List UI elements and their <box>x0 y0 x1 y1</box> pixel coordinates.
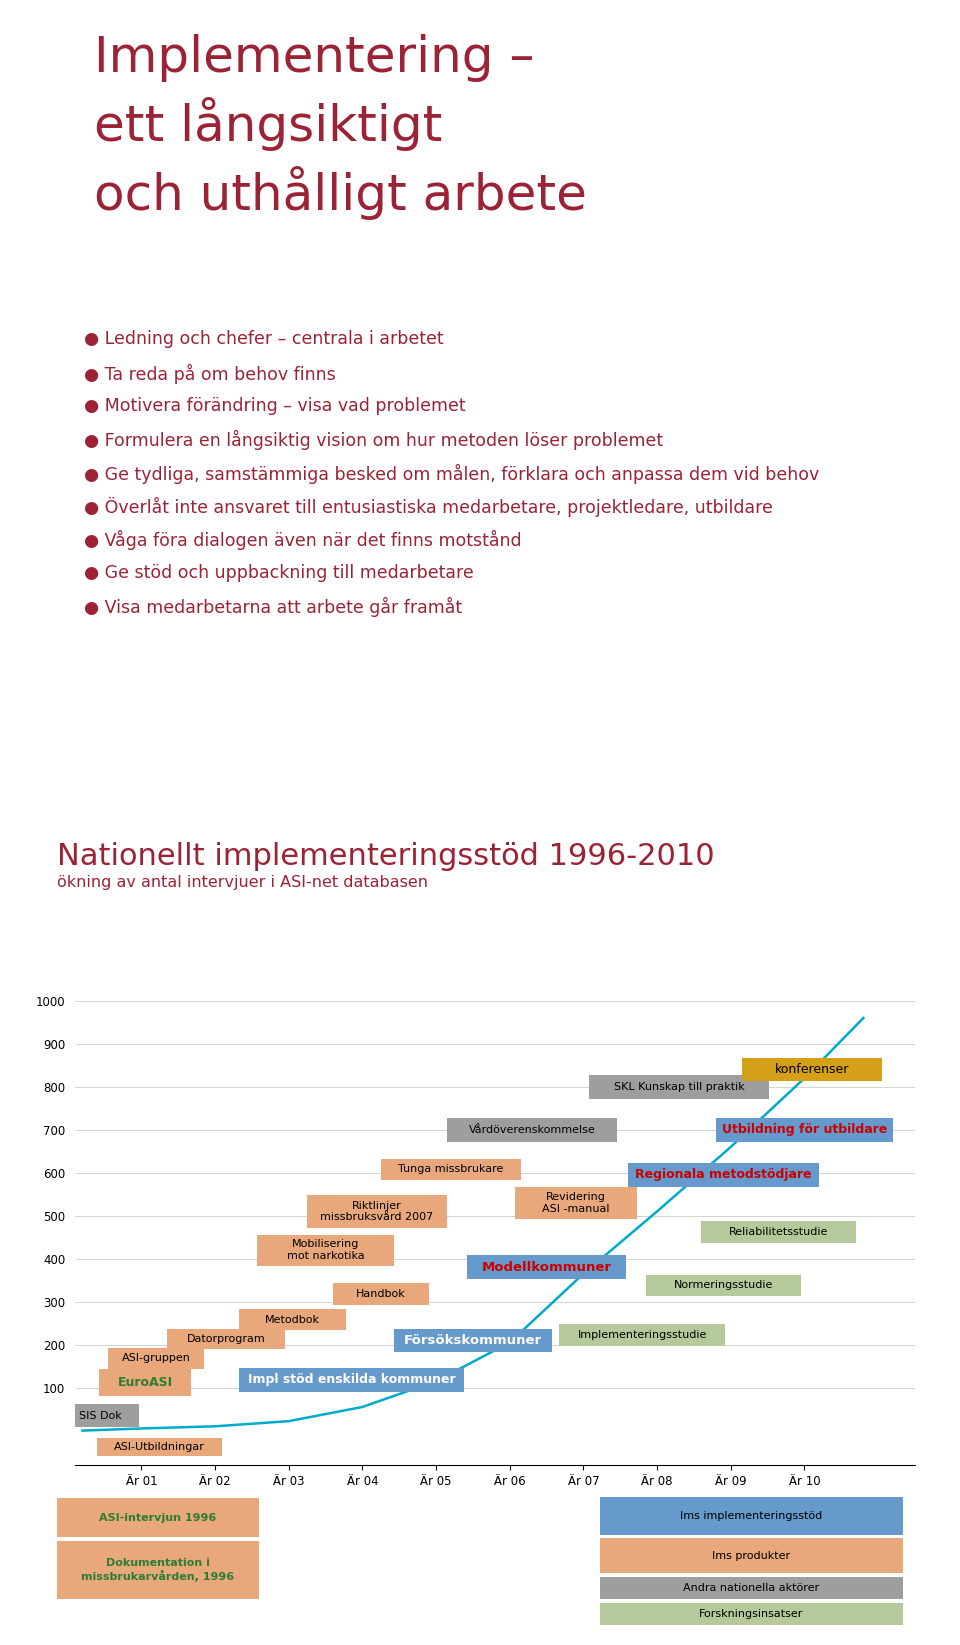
Text: Ims produkter: Ims produkter <box>712 1551 790 1561</box>
FancyBboxPatch shape <box>57 1499 259 1536</box>
FancyBboxPatch shape <box>702 1221 856 1242</box>
Text: Vårdöverenskommelse: Vårdöverenskommelse <box>468 1125 595 1135</box>
Text: Försökskommuner: Försökskommuner <box>404 1334 542 1347</box>
Text: Modellkommuner: Modellkommuner <box>482 1260 612 1273</box>
FancyBboxPatch shape <box>239 1309 346 1331</box>
FancyBboxPatch shape <box>99 1369 191 1397</box>
Text: Normeringsstudie: Normeringsstudie <box>674 1280 773 1290</box>
FancyBboxPatch shape <box>588 1074 770 1099</box>
Text: ● Ta reda på om behov finns: ● Ta reda på om behov finns <box>84 364 336 383</box>
Text: Datorprogram: Datorprogram <box>186 1334 265 1344</box>
Text: konferenser: konferenser <box>775 1063 849 1076</box>
FancyBboxPatch shape <box>381 1158 520 1179</box>
Text: EuroASI: EuroASI <box>117 1375 173 1388</box>
Text: Metodbok: Metodbok <box>265 1314 320 1324</box>
FancyBboxPatch shape <box>600 1576 903 1599</box>
Text: ● Ge tydliga, samstämmiga besked om målen, förklara och anpassa dem vid behov: ● Ge tydliga, samstämmiga besked om måle… <box>84 464 820 484</box>
FancyBboxPatch shape <box>307 1194 447 1229</box>
Text: Forskningsinsatser: Forskningsinsatser <box>699 1609 804 1619</box>
FancyBboxPatch shape <box>257 1235 394 1265</box>
FancyBboxPatch shape <box>628 1163 819 1186</box>
Text: SIS Dok: SIS Dok <box>80 1410 122 1421</box>
Text: Implementering –
ett långsiktigt
och uthålligt arbete: Implementering – ett långsiktigt och uth… <box>94 33 587 220</box>
Text: Nationellt implementeringsstöd 1996-2010: Nationellt implementeringsstöd 1996-2010 <box>57 842 714 872</box>
Text: ● Ge stöd och uppbackning till medarbetare: ● Ge stöd och uppbackning till medarbeta… <box>84 564 474 582</box>
FancyBboxPatch shape <box>239 1369 464 1392</box>
Text: ökning av antal intervjuer i ASI-net databasen: ökning av antal intervjuer i ASI-net dat… <box>57 875 428 890</box>
Text: Impl stöd enskilda kommuner: Impl stöd enskilda kommuner <box>248 1374 455 1387</box>
Text: Ims implementeringsstöd: Ims implementeringsstöd <box>681 1512 823 1522</box>
FancyBboxPatch shape <box>600 1602 903 1625</box>
FancyBboxPatch shape <box>394 1329 552 1352</box>
FancyBboxPatch shape <box>516 1186 636 1219</box>
Text: Revidering
ASI -manual: Revidering ASI -manual <box>542 1193 610 1214</box>
Text: Tunga missbrukare: Tunga missbrukare <box>398 1165 503 1175</box>
Text: ASI-gruppen: ASI-gruppen <box>122 1354 190 1364</box>
Text: ● Våga föra dialogen även när det finns motstånd: ● Våga föra dialogen även när det finns … <box>84 530 522 551</box>
Text: Dokumentation i
missbrukarvården, 1996: Dokumentation i missbrukarvården, 1996 <box>82 1558 234 1582</box>
Text: ● Formulera en långsiktig vision om hur metoden löser problemet: ● Formulera en långsiktig vision om hur … <box>84 431 663 451</box>
FancyBboxPatch shape <box>57 1541 259 1599</box>
Text: Implementeringsstudie: Implementeringsstudie <box>578 1331 708 1341</box>
Text: Riktlinjer
missbruksvård 2007: Riktlinjer missbruksvård 2007 <box>321 1201 434 1222</box>
Text: Mobilisering
mot narkotika: Mobilisering mot narkotika <box>287 1239 365 1260</box>
FancyBboxPatch shape <box>646 1275 801 1296</box>
Text: ASI-intervjun 1996: ASI-intervjun 1996 <box>100 1513 217 1523</box>
FancyBboxPatch shape <box>600 1538 903 1573</box>
Text: Andra nationella aktörer: Andra nationella aktörer <box>684 1582 820 1592</box>
FancyBboxPatch shape <box>108 1349 204 1369</box>
Text: SKL Kunskap till praktik: SKL Kunskap till praktik <box>613 1082 745 1092</box>
FancyBboxPatch shape <box>742 1058 882 1081</box>
Text: ● Motivera förändring – visa vad problemet: ● Motivera förändring – visa vad problem… <box>84 396 466 415</box>
Text: ● Ledning och chefer – centrala i arbetet: ● Ledning och chefer – centrala i arbete… <box>84 331 444 349</box>
FancyBboxPatch shape <box>62 1405 139 1426</box>
Text: Reliabilitetsstudie: Reliabilitetsstudie <box>729 1227 828 1237</box>
Text: Regionala metodstödjare: Regionala metodstödjare <box>636 1168 812 1181</box>
FancyBboxPatch shape <box>560 1324 725 1346</box>
FancyBboxPatch shape <box>716 1119 893 1142</box>
FancyBboxPatch shape <box>97 1438 223 1456</box>
FancyBboxPatch shape <box>447 1119 616 1142</box>
Text: ASI-Utbildningar: ASI-Utbildningar <box>114 1443 205 1453</box>
FancyBboxPatch shape <box>333 1283 429 1304</box>
Text: ● Visa medarbetarna att arbete går framåt: ● Visa medarbetarna att arbete går framå… <box>84 597 463 617</box>
FancyBboxPatch shape <box>600 1497 903 1535</box>
FancyBboxPatch shape <box>468 1255 626 1280</box>
FancyBboxPatch shape <box>167 1329 285 1349</box>
Text: Handbok: Handbok <box>356 1290 406 1300</box>
Text: Utbildning för utbildare: Utbildning för utbildare <box>722 1124 887 1137</box>
Text: ● Överlåt inte ansvaret till entusiastiska medarbetare, projektledare, utbildare: ● Överlåt inte ansvaret till entusiastis… <box>84 497 773 517</box>
